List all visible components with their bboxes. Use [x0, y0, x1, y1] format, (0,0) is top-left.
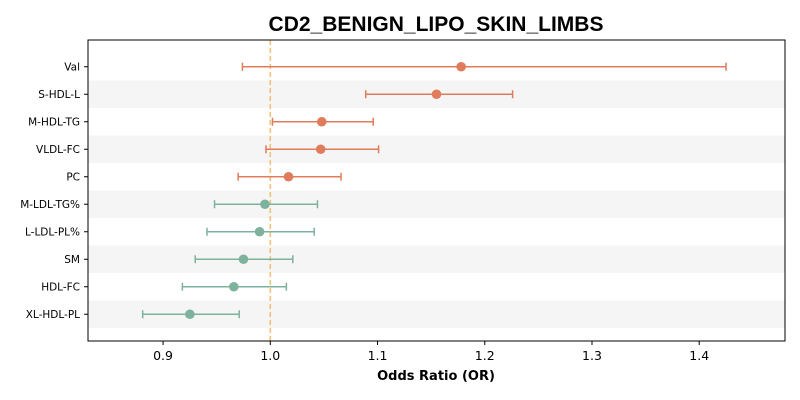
or-point: [431, 89, 442, 100]
or-point: [456, 61, 466, 72]
y-tick-label: Val: [64, 62, 80, 74]
row-band: [88, 245, 785, 273]
y-tick-label: S-HDL-L: [38, 89, 80, 101]
x-tick-label: 1.0: [260, 348, 280, 363]
y-tick-label: VLDL-FC: [36, 144, 80, 156]
x-tick-label: 1.4: [689, 348, 709, 363]
or-point: [254, 226, 265, 237]
x-tick-label: 0.9: [153, 348, 173, 363]
y-tick-label: L-LDL-PL%: [25, 227, 80, 239]
data-marks: [141, 61, 727, 320]
y-tick-label: XL-HDL-PL: [26, 309, 80, 321]
or-point: [229, 281, 239, 292]
y-tick-label: HDL-FC: [41, 282, 80, 294]
row-band: [88, 190, 785, 218]
x-tick-label: 1.3: [582, 348, 602, 363]
y-tick-label: SM: [64, 254, 80, 266]
row-bands: [88, 80, 785, 328]
y-axis-ticks: Val S-HDL-L M-HDL-TG VLDL-FC PC M-LDL-TG% L-LD…: [20, 62, 88, 321]
x-tick-label: 1.2: [475, 348, 495, 363]
y-tick-label: PC: [66, 172, 80, 184]
chart-title: CD2_BENIGN_LIPO_SKIN_LIMBS: [269, 13, 604, 36]
y-tick-label: M-HDL-TG: [28, 117, 80, 129]
plot-frame: [87, 39, 786, 342]
or-point: [316, 116, 327, 127]
row-band: [88, 135, 785, 163]
or-point: [185, 309, 195, 320]
x-axis-label: Odds Ratio (OR): [377, 369, 495, 384]
x-tick-label: 1.1: [368, 348, 388, 363]
or-point: [315, 144, 326, 155]
x-axis-ticks: 0.9 1.0 1.1 1.2 1.3 1.4: [153, 341, 709, 363]
or-point: [283, 171, 294, 182]
or-point: [260, 199, 270, 210]
or-point: [238, 254, 249, 265]
y-tick-label: M-LDL-TG%: [20, 199, 80, 211]
